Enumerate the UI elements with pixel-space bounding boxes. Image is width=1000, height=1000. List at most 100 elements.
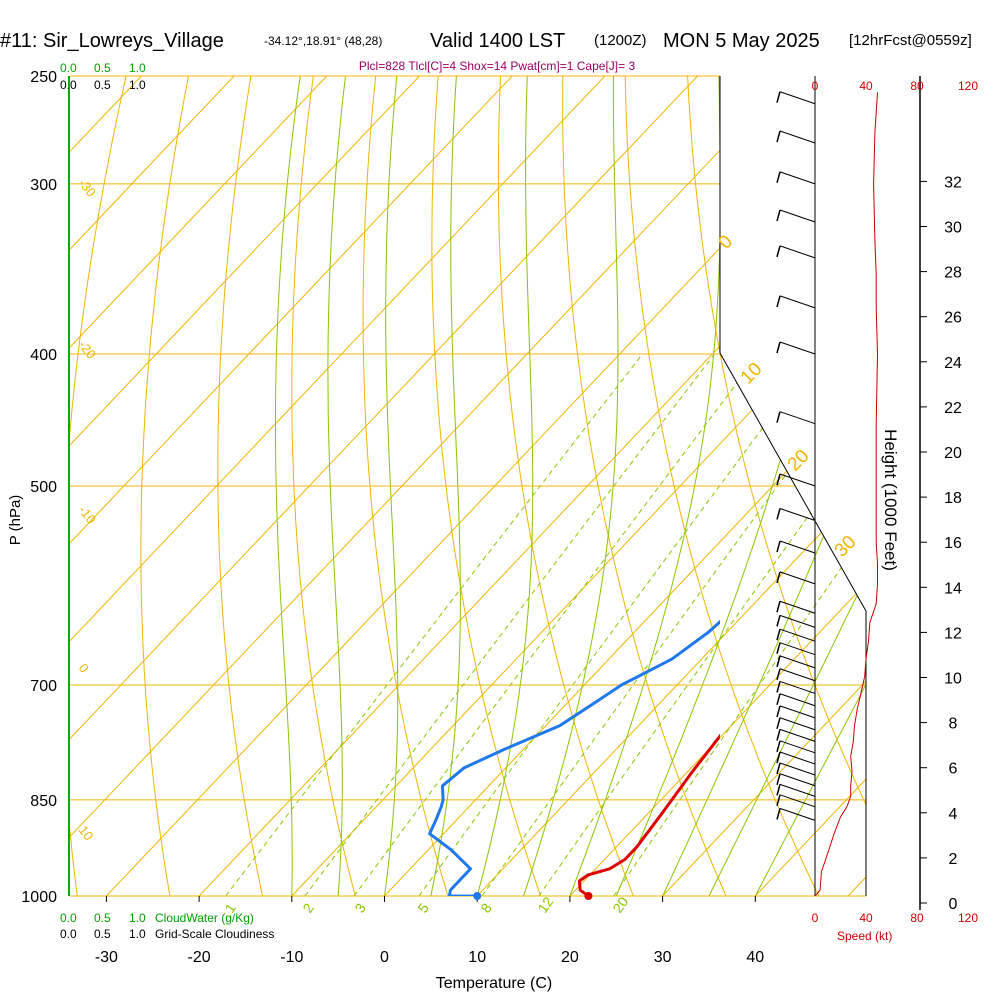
moist-adiabat	[430, 76, 461, 896]
moist-adiabat	[384, 76, 399, 896]
wind-barb-flag	[776, 681, 781, 693]
dry-adiabat-label: 10	[76, 823, 97, 844]
wind-barb-flag	[776, 209, 781, 222]
wind-barb-flag	[776, 773, 781, 785]
speed-tick-label-bottom: 80	[910, 911, 924, 925]
mixing-ratio-label: 12	[534, 894, 556, 916]
dry-adiabat	[937, 76, 1000, 896]
wind-barb-flag	[776, 668, 781, 680]
wind-barb	[779, 693, 816, 707]
cloudiness-label: Grid-Scale Cloudiness	[155, 927, 274, 941]
moist-adiabat	[569, 76, 721, 896]
wind-barb-flag	[776, 91, 781, 103]
dewpoint-profile	[428, 619, 720, 896]
wind-barb-flag	[776, 642, 781, 654]
valid-time: Valid 1400 LST	[430, 30, 566, 52]
moist-adiabat	[476, 76, 534, 896]
temperature-tick-label: 30	[654, 949, 672, 966]
x-axis-label: Temperature (C)	[436, 975, 552, 992]
height-tick-label: 20	[944, 445, 962, 462]
wind-barb-flag	[776, 341, 781, 354]
surface-dewpoint-dot	[473, 892, 482, 900]
mixing-ratio-line	[538, 353, 866, 896]
station-coords: -34.12°,18.91° (48,28)	[264, 34, 383, 48]
cloud-scale-top-black-0: 0.0	[60, 78, 77, 92]
pressure-tick-label: 1000	[21, 889, 57, 906]
wind-barb	[779, 614, 816, 628]
wind-barb	[779, 130, 816, 144]
wind-barb	[779, 341, 816, 355]
moist-adiabat	[523, 76, 619, 896]
dry-adiabat	[362, 76, 449, 896]
temperature-tick-label: 40	[746, 949, 764, 966]
height-tick-label: 8	[949, 716, 958, 733]
dry-adiabat	[687, 76, 866, 896]
dry-adiabat	[217, 76, 264, 896]
plot-boundary	[719, 76, 867, 896]
wind-barb	[779, 411, 816, 425]
speed-tick-label-top: 120	[958, 79, 978, 93]
wind-barb-flag	[776, 794, 781, 806]
height-tick-label: 24	[944, 355, 962, 372]
wind-barb-flag	[776, 473, 781, 486]
y-axis-label: P (hPa)	[7, 495, 24, 546]
isotherm-line	[70, 76, 420, 896]
wind-barb	[779, 680, 816, 694]
speed-axis-label: Speed (kt)	[837, 929, 892, 943]
wind-speed-line	[814, 92, 879, 897]
speed-tick-label-top: 0	[812, 79, 819, 93]
cloud-scale-bottom: 0.0 0.5 1.0 CloudWater (g/Kg) 0.0 0.5 1.…	[60, 911, 274, 941]
wind-barb-flag	[776, 693, 781, 705]
cloud-scale-bottom-green-2: 1.0	[129, 911, 146, 925]
pressure-tick-label: 400	[30, 347, 57, 364]
height-tick-label: 2	[949, 851, 958, 868]
temperature-tick-label: -10	[280, 949, 303, 966]
wind-barb	[779, 705, 816, 719]
pressure-tick-label: 700	[30, 678, 57, 695]
wind-barb-flag	[776, 808, 781, 820]
wind-barb	[779, 642, 816, 656]
wind-barb-flag	[776, 729, 781, 741]
cloud-scale-bottom-black-2: 1.0	[129, 927, 146, 941]
wind-barb-flag	[776, 751, 781, 764]
dry-adiabat	[624, 76, 820, 896]
wind-barb	[779, 740, 816, 754]
cloud-scale-top-green-2: 1.0	[129, 61, 146, 75]
wind-barb-flag	[776, 740, 781, 753]
temperature-profile	[577, 733, 720, 896]
wind-barb	[779, 600, 816, 614]
speed-tick-label-bottom: 0	[812, 911, 819, 925]
moist-adiabat-lines	[275, 76, 866, 896]
isotherm-line	[847, 76, 866, 896]
wind-barb-flag	[776, 655, 781, 668]
wind-barb	[779, 773, 816, 787]
isobar-lines	[70, 75, 866, 897]
speed-tick-label-top: 80	[910, 79, 924, 93]
isotherm-line	[70, 76, 328, 896]
dry-adiabat-label: -30	[76, 176, 99, 200]
wind-barb	[779, 91, 816, 105]
dry-adiabat-label: -10	[76, 503, 99, 527]
temperature-tick-label: -20	[188, 949, 211, 966]
height-tick-label: 10	[944, 671, 962, 688]
pressure-tick-label: 300	[30, 177, 57, 194]
wind-barb	[779, 571, 816, 585]
wind-barb-flag	[776, 571, 781, 584]
forecast-date: MON 5 May 2025	[663, 30, 820, 52]
mixing-ratio-line	[225, 353, 643, 896]
wind-barb-flag	[776, 245, 781, 258]
height-axis-label: Height (1000 Feet)	[881, 429, 900, 571]
wind-barb-flag	[776, 540, 781, 553]
height-tick-label: 28	[944, 265, 962, 282]
wind-barb	[779, 728, 816, 742]
height-tick-label: 26	[944, 310, 962, 327]
wind-barb-flag	[776, 615, 781, 627]
wind-barb	[779, 540, 816, 554]
speed-panel: 0246810121416182022242628303200404080801…	[812, 76, 978, 925]
moist-adiabat-label: 20	[784, 446, 814, 476]
cloud-scale-top-green-1: 0.5	[94, 61, 111, 75]
sounding-indices: Plcl=828 Tlcl[C]=4 Shox=14 Pwat[cm]=1 Ca…	[359, 59, 636, 73]
height-tick-label: 14	[944, 580, 962, 597]
cloud-scale-bottom-black-0: 0.0	[60, 927, 77, 941]
